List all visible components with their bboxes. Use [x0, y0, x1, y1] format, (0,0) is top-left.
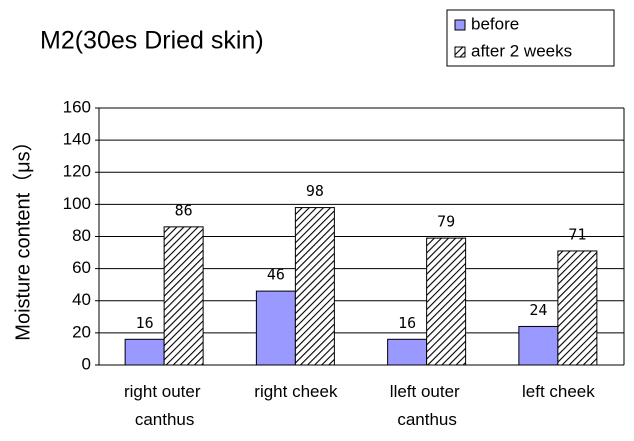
y-tick-label: 160 — [63, 97, 91, 116]
y-tick-label: 140 — [63, 130, 91, 149]
value-label: 46 — [267, 266, 285, 284]
value-label: 86 — [175, 201, 193, 219]
value-label: 16 — [398, 314, 416, 332]
x-tick-label: right outer canthus — [124, 382, 205, 429]
value-label: 24 — [529, 301, 547, 319]
legend-box — [446, 9, 615, 67]
value-label: 71 — [568, 225, 586, 243]
legend-swatch — [454, 46, 466, 58]
bar — [557, 250, 598, 366]
bar — [426, 237, 467, 366]
legend-label: before — [471, 14, 519, 33]
bar — [163, 226, 204, 366]
y-tick-label: 60 — [72, 258, 91, 277]
y-tick-label: 100 — [63, 194, 91, 213]
x-tick-label: left cheek — [522, 382, 595, 401]
y-tick-label: 20 — [72, 322, 91, 341]
bar — [124, 338, 165, 366]
legend-swatch — [454, 19, 466, 31]
y-tick-label: 80 — [72, 226, 91, 245]
y-tick-label: 40 — [72, 290, 91, 309]
y-axis-label: Moisture content（μs） — [11, 131, 34, 340]
bar — [518, 325, 559, 366]
value-label: 79 — [437, 213, 455, 231]
bar — [387, 338, 428, 366]
bar — [255, 290, 296, 366]
y-tick-label: 120 — [63, 162, 91, 181]
chart-title: M2(30es Dried skin) — [40, 27, 264, 55]
value-label: 16 — [136, 314, 154, 332]
y-tick-label: 0 — [82, 354, 91, 373]
bar — [294, 207, 335, 366]
x-tick-label: right cheek — [254, 382, 338, 401]
legend-label: after 2 weeks — [471, 41, 572, 60]
value-label: 98 — [306, 182, 324, 200]
x-tick-label: lleft outer canthus — [390, 382, 465, 429]
